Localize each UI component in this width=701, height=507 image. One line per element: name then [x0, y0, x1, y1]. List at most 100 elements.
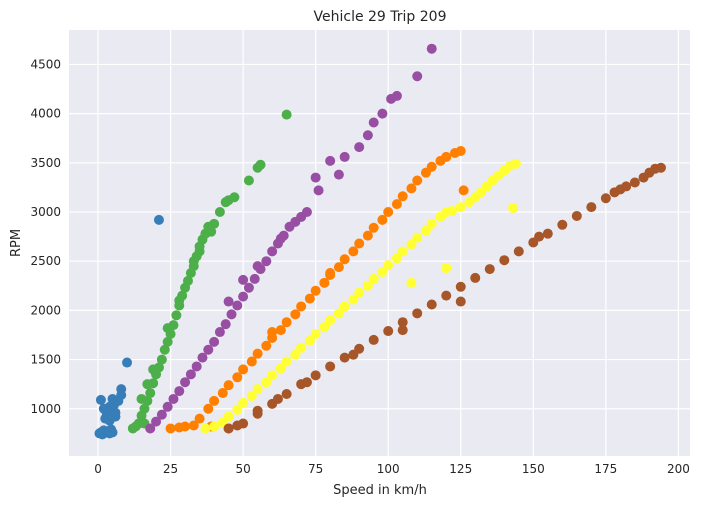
scatter-point: [629, 177, 640, 188]
scatter-point: [209, 218, 220, 229]
scatter-point: [290, 309, 301, 320]
scatter-point: [406, 277, 417, 288]
data-points: [94, 43, 666, 440]
scatter-point: [267, 246, 278, 257]
scatter-point: [232, 372, 243, 383]
scatter-point: [557, 219, 568, 230]
scatter-point: [229, 192, 240, 203]
scatter-point: [470, 272, 481, 283]
scatter-point: [197, 352, 208, 363]
scatter-point: [310, 172, 321, 183]
scatter-point: [655, 162, 666, 173]
scatter-point: [238, 364, 249, 375]
scatter-point: [156, 354, 167, 365]
scatter-point: [377, 214, 388, 225]
x-tick-label: 0: [94, 462, 102, 476]
scatter-point: [275, 325, 286, 336]
scatter-point: [368, 222, 379, 233]
scatter-point: [412, 308, 423, 319]
scatter-point: [412, 71, 423, 82]
scatter-point: [252, 384, 263, 395]
scatter-point: [223, 380, 234, 391]
scatter-point: [383, 326, 394, 337]
scatter-point: [206, 226, 217, 237]
scatter-point: [362, 280, 373, 291]
scatter-point: [246, 390, 257, 401]
scatter-point: [348, 349, 359, 360]
scatter-point: [296, 301, 307, 312]
scatter-point: [255, 159, 266, 170]
scatter-point: [252, 348, 263, 359]
scatter-point: [209, 336, 220, 347]
scatter-point: [348, 294, 359, 305]
scatter-point: [304, 293, 315, 304]
scatter-point: [174, 295, 185, 306]
scatter-point: [499, 255, 510, 266]
scatter-point: [165, 423, 176, 434]
scatter-point: [223, 296, 234, 307]
scatter-point: [180, 421, 191, 432]
scatter-point: [362, 230, 373, 241]
scatter-point: [571, 210, 582, 221]
scatter-point: [310, 285, 321, 296]
scatter-point: [281, 317, 292, 328]
scatter-point: [185, 369, 196, 380]
scatter-point: [339, 151, 350, 162]
scatter-point: [194, 413, 205, 424]
scatter-point: [261, 256, 272, 267]
scatter-point: [136, 393, 147, 404]
scatter-point: [426, 299, 437, 310]
scatter-point: [139, 403, 150, 414]
x-tick-label: 50: [235, 462, 250, 476]
scatter-point: [368, 273, 379, 284]
scatter-point: [455, 296, 466, 307]
scatter-point: [174, 386, 185, 397]
scatter-point: [455, 281, 466, 292]
scatter-point: [151, 416, 162, 427]
scatter-point: [455, 146, 466, 157]
scatter-point: [426, 218, 437, 229]
scatter-point: [621, 181, 632, 192]
scatter-point: [281, 109, 292, 120]
scatter-point: [534, 231, 545, 242]
x-tick-label: 25: [163, 462, 178, 476]
scatter-point: [162, 401, 173, 412]
scatter-point: [171, 310, 182, 321]
scatter-point: [406, 239, 417, 250]
x-tick-label: 175: [594, 462, 617, 476]
scatter-point: [348, 246, 359, 257]
grid-lines: [69, 30, 690, 456]
scatter-point: [513, 246, 524, 257]
series-1: [127, 109, 292, 434]
scatter-point: [145, 388, 156, 399]
scatter-point: [145, 423, 156, 434]
scatter-point: [406, 183, 417, 194]
scatter-point: [441, 263, 452, 274]
scatter-point: [325, 155, 336, 166]
scatter-point: [194, 246, 205, 257]
series-5: [223, 162, 666, 434]
scatter-point: [267, 370, 278, 381]
scatter-point: [600, 193, 611, 204]
scatter-point: [339, 301, 350, 312]
scatter-point: [412, 175, 423, 186]
scatter-point: [223, 411, 234, 422]
y-axis-title: RPM: [9, 229, 24, 257]
scatter-point: [162, 336, 173, 347]
scatter-point: [110, 411, 121, 422]
scatter-point: [420, 225, 431, 236]
scatter-point: [159, 344, 170, 355]
scatter-point: [214, 327, 225, 338]
y-tick-label: 2000: [30, 303, 61, 317]
scatter-point: [168, 393, 179, 404]
scatter-point: [455, 202, 466, 213]
scatter-point: [238, 418, 249, 429]
y-tick-label: 2500: [30, 254, 61, 268]
scatter-point: [275, 233, 286, 244]
scatter-point: [148, 364, 159, 375]
scatter-point: [226, 309, 237, 320]
scatter-point: [325, 361, 336, 372]
scatter-point: [397, 246, 408, 257]
scatter-point: [214, 207, 225, 218]
x-tick-label: 125: [449, 462, 472, 476]
